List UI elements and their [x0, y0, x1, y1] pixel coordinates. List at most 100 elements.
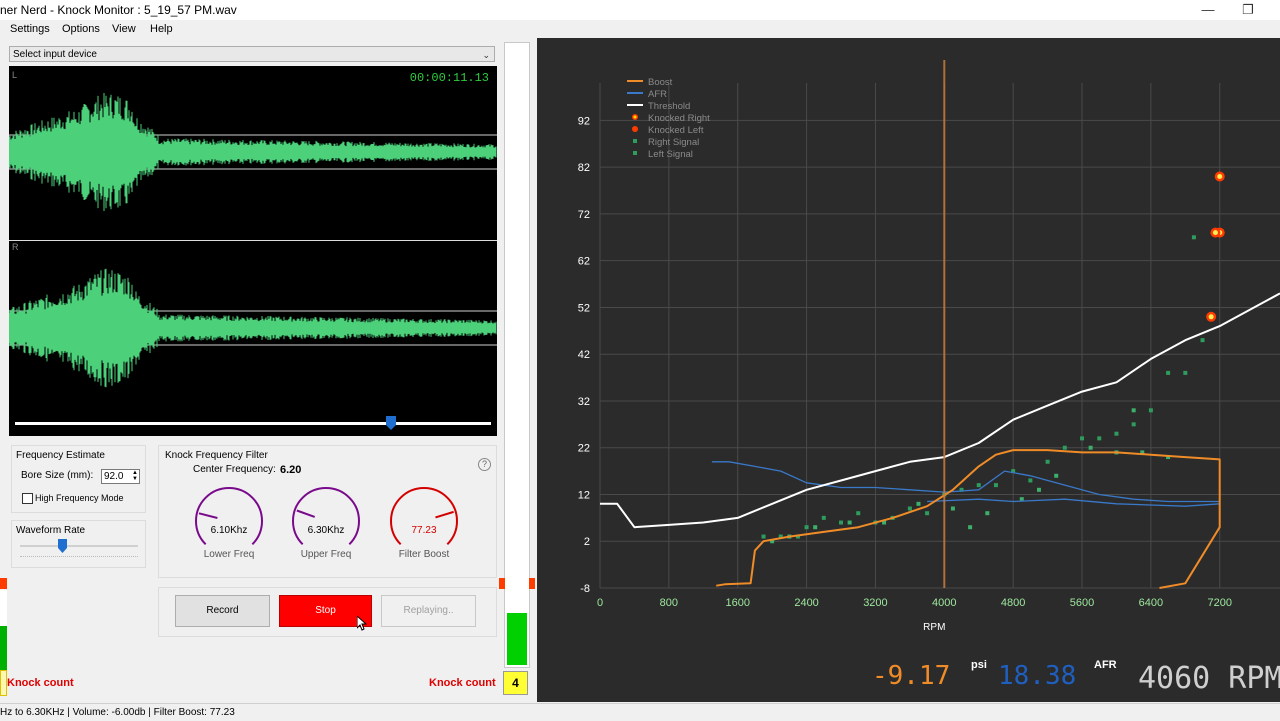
left-signal-point	[847, 520, 852, 525]
right-signal-point	[1028, 478, 1033, 483]
frequency-estimate-title: Frequency Estimate	[16, 450, 105, 461]
filter-boost-knob[interactable]: 77.23	[386, 483, 462, 562]
boost-readout: -9.17	[872, 661, 951, 691]
menu-options[interactable]: Options	[62, 23, 100, 35]
legend-label: Boost	[648, 77, 673, 88]
high-frequency-label: High Frequency Mode	[35, 493, 124, 503]
seek-track[interactable]	[15, 422, 491, 425]
right-signal-point	[1114, 431, 1119, 436]
y-tick-label: 2	[584, 536, 590, 548]
right-signal-point	[856, 511, 861, 516]
left-meter-fill	[0, 626, 7, 670]
right-signal-point	[1166, 370, 1171, 375]
x-tick-label: 5600	[1070, 597, 1094, 609]
x-tick-label: 7200	[1208, 597, 1232, 609]
legend-label: Knocked Left	[648, 125, 704, 136]
menu-view[interactable]: View	[112, 23, 136, 35]
right-signal-point	[993, 483, 998, 488]
right-signal-point	[1131, 422, 1136, 427]
knob-arc	[195, 487, 263, 546]
knocked-right-point-core	[1208, 314, 1214, 320]
input-device-value: Select input device	[13, 49, 97, 60]
bore-size-spinner[interactable]: 92.0 ▲ ▼	[101, 469, 140, 484]
upper-freq-value: 6.30Khz	[307, 525, 345, 536]
x-tick-label: 2400	[794, 597, 818, 609]
live-readout: -9.17 psi 18.38 AFR 4060 RPM	[537, 657, 1280, 702]
lower-freq-knob[interactable]: 6.10Khz	[191, 483, 267, 562]
knocked-right-point-core	[1217, 174, 1223, 180]
lower-freq-value: 6.10Khz	[210, 525, 248, 536]
channel-divider	[9, 240, 497, 241]
upper-freq-caption: Upper Freq	[300, 549, 352, 560]
y-tick-label: 82	[578, 162, 590, 174]
right-signal-point	[761, 534, 766, 539]
filter-boost-value: 77.23	[411, 525, 437, 536]
menu-help[interactable]: Help	[150, 23, 173, 35]
replaying-button[interactable]: Replaying..	[381, 595, 476, 627]
spinner-arrows-icon[interactable]: ▲ ▼	[132, 470, 138, 482]
right-signal-point	[976, 483, 981, 488]
left-signal-point	[1036, 487, 1041, 492]
left-level-meter	[0, 590, 7, 670]
left-signal-point	[916, 501, 921, 506]
right-signal-point	[839, 520, 844, 525]
waveform-trace	[9, 93, 497, 211]
right-knock-count-label: Knock count	[429, 677, 496, 689]
waveform-rate-ticks	[20, 556, 138, 558]
knock-chart: 0 800 1600 2400 3200 4000 4800 5600 6400 7200 -8 2 1…	[578, 60, 1280, 633]
help-icon[interactable]: ?	[478, 458, 491, 471]
menu-bar: Settings Options View Help	[0, 20, 537, 39]
right-signal-point	[1097, 436, 1102, 441]
waveform-rate-track[interactable]	[20, 545, 138, 547]
knob-pointer	[296, 509, 316, 518]
right-signal-point	[795, 534, 800, 539]
left-signal-point	[985, 511, 990, 516]
playback-timer: 00:00:11.13	[409, 71, 489, 85]
left-knock-count-box	[0, 670, 7, 696]
afr-line-2	[927, 498, 1220, 507]
afr-line	[711, 461, 1220, 503]
x-tick-label: 6400	[1139, 597, 1163, 609]
left-signal-point	[1088, 445, 1093, 450]
high-frequency-checkbox[interactable]	[22, 493, 33, 504]
left-signal-point	[1131, 408, 1136, 413]
x-tick-label: 4800	[1001, 597, 1025, 609]
menu-settings[interactable]: Settings	[10, 23, 50, 35]
legend-swatch	[633, 139, 637, 143]
legend-swatch	[633, 151, 637, 155]
center-frequency-value: 6.20	[280, 464, 302, 476]
legend-label: Knocked Right	[648, 113, 710, 124]
transport-group	[158, 587, 497, 637]
y-tick-label: 22	[578, 443, 590, 455]
input-device-select[interactable]: Select input device ⌄	[9, 46, 495, 62]
boost-line	[716, 449, 1221, 589]
bore-size-value: 92.0	[104, 471, 124, 482]
x-tick-label: 0	[597, 597, 603, 609]
left-signal-point	[770, 539, 775, 544]
minimize-button[interactable]: —	[1201, 2, 1215, 17]
upper-freq-knob[interactable]: 6.30Khz	[288, 483, 364, 562]
x-tick-label: 800	[660, 597, 678, 609]
waveform-trace	[9, 268, 497, 388]
seek-thumb[interactable]	[386, 416, 397, 430]
legend-label: Left Signal	[648, 149, 693, 160]
record-button[interactable]: Record	[175, 595, 270, 627]
knob-pointer	[198, 512, 218, 519]
legend-label: Threshold	[648, 101, 690, 112]
right-signal-point	[1183, 370, 1188, 375]
left-signal-point	[1140, 450, 1145, 455]
left-signal-point	[1166, 455, 1171, 460]
legend-label: AFR	[648, 89, 667, 100]
right-signal-point	[907, 506, 912, 511]
left-signal-point	[1054, 473, 1059, 478]
right-signal-point	[804, 525, 809, 530]
right-signal-point	[1062, 445, 1067, 450]
mouse-cursor-icon	[356, 614, 368, 634]
bore-size-label: Bore Size (mm):	[21, 470, 94, 481]
boost-unit: psi	[971, 659, 987, 671]
waveform-rate-thumb[interactable]	[58, 539, 68, 553]
restore-button[interactable]: ❐	[1242, 2, 1254, 17]
right-meter-peak-right	[529, 578, 535, 589]
waveform-plot	[9, 93, 497, 388]
frequency-estimate-group: Frequency Estimate Bore Size (mm): 92.0 …	[11, 445, 146, 513]
